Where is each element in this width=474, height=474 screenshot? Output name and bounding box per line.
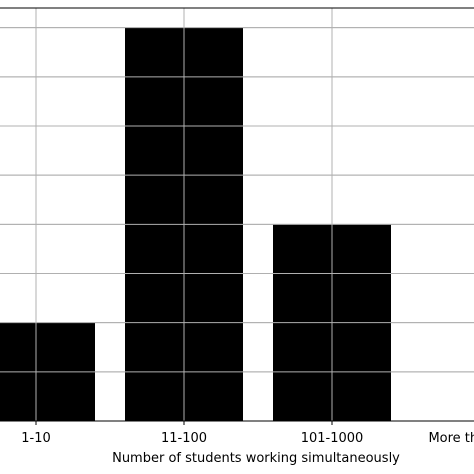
axes (0, 7, 474, 425)
x-tick-label: 11-100 (161, 431, 207, 446)
x-tick-label: 1-10 (21, 431, 51, 446)
bars (0, 8, 474, 422)
x-axis-label: Number of students working simultaneousl… (112, 451, 400, 466)
x-tick-labels: 1-10 11-100 101-1000 More than 1000 (21, 431, 474, 446)
x-tick-label: 101-1000 (301, 431, 364, 446)
x-tick-label: More than 1000 (428, 431, 474, 446)
